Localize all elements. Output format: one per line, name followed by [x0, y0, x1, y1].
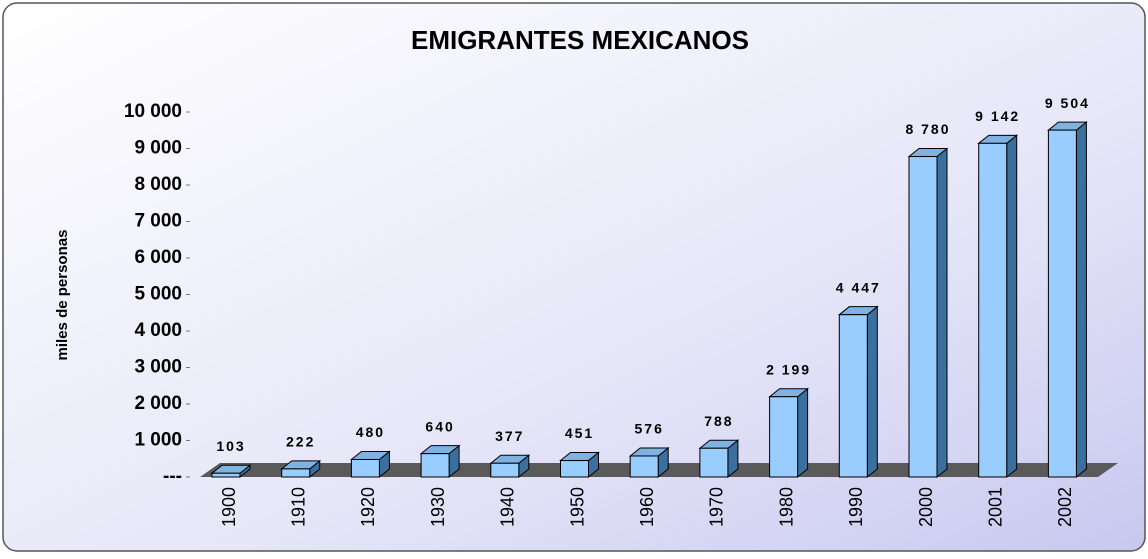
bar	[419, 444, 461, 479]
data-label: 377	[495, 428, 524, 444]
data-label: 480	[356, 424, 385, 440]
bar-face	[978, 142, 1008, 478]
x-tick-label: 1980	[776, 487, 796, 527]
x-tick-label: 1930	[428, 487, 448, 527]
bar-face	[420, 453, 450, 478]
x-tick-label: 1960	[637, 487, 657, 527]
y-tick-label: 2 000	[134, 393, 182, 414]
bar-face	[1047, 129, 1077, 478]
y-tick-label: 3 000	[134, 357, 182, 378]
x-tick-label: 2001	[985, 487, 1005, 527]
bar	[210, 464, 252, 479]
bar	[698, 439, 740, 479]
y-tick-label: 6 000	[134, 247, 182, 268]
bar-face	[769, 396, 799, 478]
y-tick-label: 9 000	[134, 138, 182, 159]
data-label: 222	[286, 434, 315, 450]
chart-title: EMIGRANTES MEXICANOS	[411, 25, 749, 55]
y-axis-label: miles de personas	[54, 230, 71, 361]
bar-face	[936, 147, 948, 479]
data-label: 576	[635, 421, 664, 437]
bar	[1046, 121, 1088, 479]
bar-face	[490, 462, 520, 478]
bar	[907, 147, 949, 479]
bar-face	[699, 447, 729, 478]
data-label: 9 142	[975, 108, 1020, 124]
data-label: 9 504	[1045, 95, 1090, 111]
x-tick-label: 1990	[846, 487, 866, 527]
data-label: 451	[565, 425, 594, 441]
x-tick-label: 1900	[219, 487, 239, 527]
data-label: 788	[704, 413, 733, 429]
bar	[977, 134, 1019, 479]
bar	[489, 454, 531, 479]
y-tick-label: 8 000	[134, 174, 182, 195]
y-tick-label: 7 000	[134, 211, 182, 232]
x-tick-label: 2000	[916, 487, 936, 527]
bar-face	[281, 468, 311, 478]
bar-face	[629, 455, 659, 478]
bar-face	[838, 314, 868, 478]
bar-face	[908, 156, 938, 478]
x-tick-label: 1950	[567, 487, 587, 527]
bar	[837, 305, 879, 479]
x-tick-label: 1940	[498, 487, 518, 527]
bar-face	[350, 458, 380, 478]
y-tick-label: 5 000	[134, 284, 182, 305]
bar-face	[211, 472, 241, 478]
data-label: 4 447	[836, 279, 881, 295]
bar	[559, 451, 600, 479]
data-label: 103	[216, 438, 245, 454]
bar-face	[797, 387, 809, 479]
bar	[768, 387, 810, 479]
y-tick-label: 1 000	[134, 430, 182, 451]
y-tick-label: ---	[163, 466, 182, 487]
bar-face	[866, 305, 878, 479]
bar-face	[1075, 121, 1087, 479]
bar	[280, 459, 322, 479]
data-label: 2 199	[766, 361, 811, 377]
y-tick-label: 4 000	[134, 320, 182, 341]
data-label: 640	[425, 418, 454, 434]
x-tick-label: 1970	[707, 487, 727, 527]
bar-face	[1006, 134, 1018, 479]
data-label: 8 780	[905, 121, 950, 137]
x-tick-label: 1910	[288, 487, 308, 527]
bar-face	[560, 460, 589, 478]
bar	[349, 450, 391, 479]
x-tick-label: 2002	[1055, 487, 1075, 527]
y-tick-label: 10 000	[124, 101, 182, 122]
x-tick-label: 1920	[358, 487, 378, 527]
bar	[628, 446, 670, 479]
